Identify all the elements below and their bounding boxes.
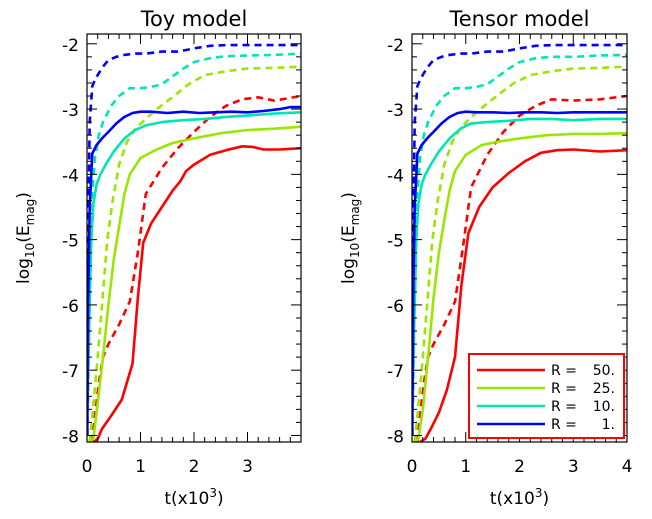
series-line-50-solid xyxy=(419,148,627,442)
series-line-25-solid xyxy=(413,131,627,442)
series-line-50-solid xyxy=(93,145,301,442)
y-axis-label: log10(Emag) xyxy=(339,192,362,284)
y-axis-label-open: (E xyxy=(339,225,359,242)
y-tick-label: -8 xyxy=(62,427,79,447)
x-axis-label-text: t(x10 xyxy=(164,489,209,509)
y-axis-label-subscript: 10 xyxy=(348,243,362,258)
x-tick-label: 4 xyxy=(622,457,633,477)
series-line-25-solid xyxy=(88,125,301,442)
x-axis-label-superscript: 3 xyxy=(535,486,543,500)
y-axis-label-subscript: 10 xyxy=(23,243,37,258)
x-tick-label: 2 xyxy=(514,457,525,477)
y-tick-label: -2 xyxy=(62,36,79,56)
y-tick-label: -6 xyxy=(62,297,79,317)
y-axis-label: log10(Emag) xyxy=(14,192,37,284)
x-axis-label-superscript: 3 xyxy=(209,486,217,500)
legend: R = 50. R = 25. R = 10. R = 1. xyxy=(468,353,625,439)
x-tick-label: 1 xyxy=(135,457,146,477)
x-axis-label-close: ) xyxy=(217,489,224,509)
y-tick-label: -3 xyxy=(62,101,79,121)
legend-label-prefix: R = xyxy=(551,381,577,397)
series-line-1-solid xyxy=(412,110,627,436)
legend-label-value: 1. xyxy=(602,417,615,433)
series-line-50-dashed xyxy=(91,94,301,442)
y-tick-label: -5 xyxy=(62,232,79,252)
x-tick-label: 1 xyxy=(460,457,471,477)
legend-label-value: 25. xyxy=(593,381,615,397)
chart-title: Toy model xyxy=(140,7,248,31)
series-line-10-solid xyxy=(87,111,301,371)
x-axis-label-text: t(x10 xyxy=(490,489,535,509)
y-tick-label: -7 xyxy=(62,362,79,382)
legend-label-prefix: R = xyxy=(551,399,577,415)
series-group xyxy=(87,43,301,442)
y-tick-label: -2 xyxy=(387,36,404,56)
series-line-25-dashed xyxy=(88,65,301,442)
series-line-10-solid xyxy=(412,117,627,371)
y-axis-label-subscript-2: mag xyxy=(348,199,362,226)
legend-label-value: 50. xyxy=(593,363,615,379)
y-axis-label-open: (E xyxy=(14,225,34,242)
x-axis-label: t(x103) xyxy=(164,486,223,509)
y-axis-label-close: ) xyxy=(339,192,359,199)
y-tick-label: -7 xyxy=(387,362,404,382)
x-tick-label: 0 xyxy=(407,457,418,477)
y-tick-label: -4 xyxy=(62,166,79,186)
series-group xyxy=(412,43,627,442)
legend-label-value: 10. xyxy=(593,399,615,415)
y-tick-label: -6 xyxy=(387,297,404,317)
y-axis-label-base: log xyxy=(339,258,359,284)
series-line-1-dashed xyxy=(412,43,627,436)
x-tick-label: 2 xyxy=(189,457,200,477)
series-line-10-dashed xyxy=(87,52,301,403)
y-tick-label: -4 xyxy=(387,166,404,186)
x-tick-label: 0 xyxy=(82,457,93,477)
legend-label-prefix: R = xyxy=(551,363,577,379)
y-axis-label-base: log xyxy=(14,258,34,284)
x-axis-label-close: ) xyxy=(543,489,550,509)
series-line-25-dashed xyxy=(413,65,627,442)
x-tick-label: 3 xyxy=(568,457,579,477)
chart-title: Tensor model xyxy=(449,7,590,31)
y-tick-label: -5 xyxy=(387,232,404,252)
y-axis-label-subscript-2: mag xyxy=(23,199,37,226)
x-tick-label: 3 xyxy=(242,457,253,477)
y-tick-label: -3 xyxy=(387,101,404,121)
legend-label-prefix: R = xyxy=(551,417,577,433)
y-axis-label-close: ) xyxy=(14,192,34,199)
series-line-1-solid xyxy=(87,105,301,436)
y-tick-label: -8 xyxy=(387,427,404,447)
x-axis-label: t(x103) xyxy=(490,486,549,509)
series-line-10-dashed xyxy=(412,53,627,403)
series-line-1-dashed xyxy=(87,43,301,436)
